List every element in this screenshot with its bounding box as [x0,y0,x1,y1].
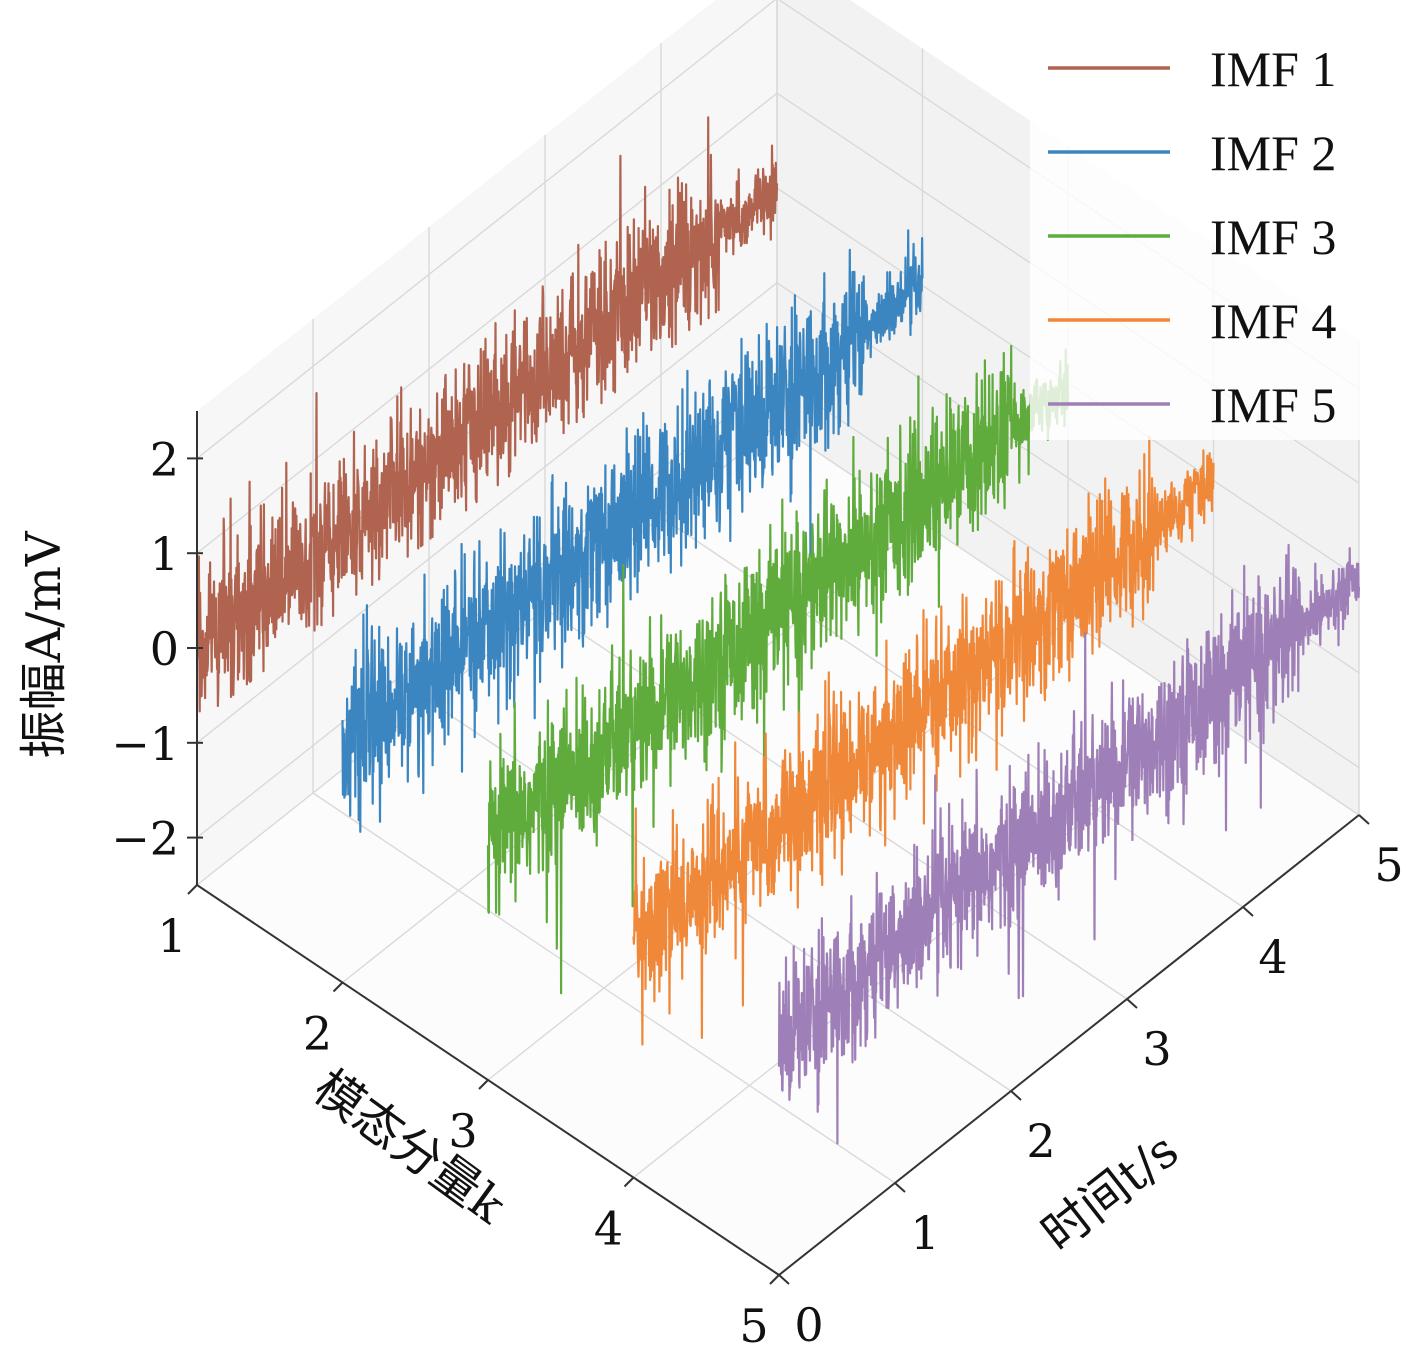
legend-label: IMF 2 [1210,125,1336,181]
x-tick-label: 1 [157,909,186,963]
x-tick-label: 3 [448,1104,477,1158]
y-tick-label: 1 [910,1206,939,1260]
y-tick [778,1274,790,1285]
y-tick-label: 5 [1374,838,1403,892]
y-tick-label: 2 [1026,1114,1055,1168]
y-tick-label: 4 [1258,930,1287,984]
y-tick-label: 0 [794,1298,823,1346]
y-tick [894,1182,906,1193]
series-imf-3 [486,344,1070,995]
series-imf-4 [632,435,1215,1046]
axis-lines [187,411,1370,1285]
x-tick-label: 2 [303,1007,332,1061]
x-tick [187,884,198,895]
legend-label: IMF 3 [1210,209,1336,265]
x-tick-label: 5 [739,1299,768,1346]
z-tick-label: −1 [111,717,179,771]
z-axis-label: 振幅A/mV [16,530,72,758]
x-tick [623,1176,635,1188]
y-axis-line [778,814,1360,1276]
y-tick-label: 3 [1142,1022,1171,1076]
series-lines [195,116,1361,1145]
x-axis-label: 模态分量k [304,1059,517,1235]
y-tick [1242,906,1254,917]
legend-label: IMF 5 [1210,377,1336,433]
x-tick [769,1274,780,1285]
x-tick [478,1079,489,1090]
z-tick-label: 0 [150,622,179,676]
grid-line [312,792,896,1184]
z-tick-label: 1 [150,527,179,581]
legend-label: IMF 4 [1210,293,1336,349]
z-tick-label: 2 [150,432,179,486]
z-tick-label: −2 [111,812,179,866]
legend-label: IMF 1 [1210,41,1336,97]
series-imf-1 [195,116,779,713]
x-tick-label: 4 [594,1202,623,1256]
legend: IMF 1 IMF 2 IMF 3 IMF 4 IMF 5 [1030,30,1390,440]
series-imf-2 [341,229,924,833]
y-tick [1358,814,1370,825]
y-tick [1126,998,1138,1009]
x-tick [332,981,344,993]
y-tick [1010,1090,1022,1101]
series-imf-5 [777,543,1361,1145]
